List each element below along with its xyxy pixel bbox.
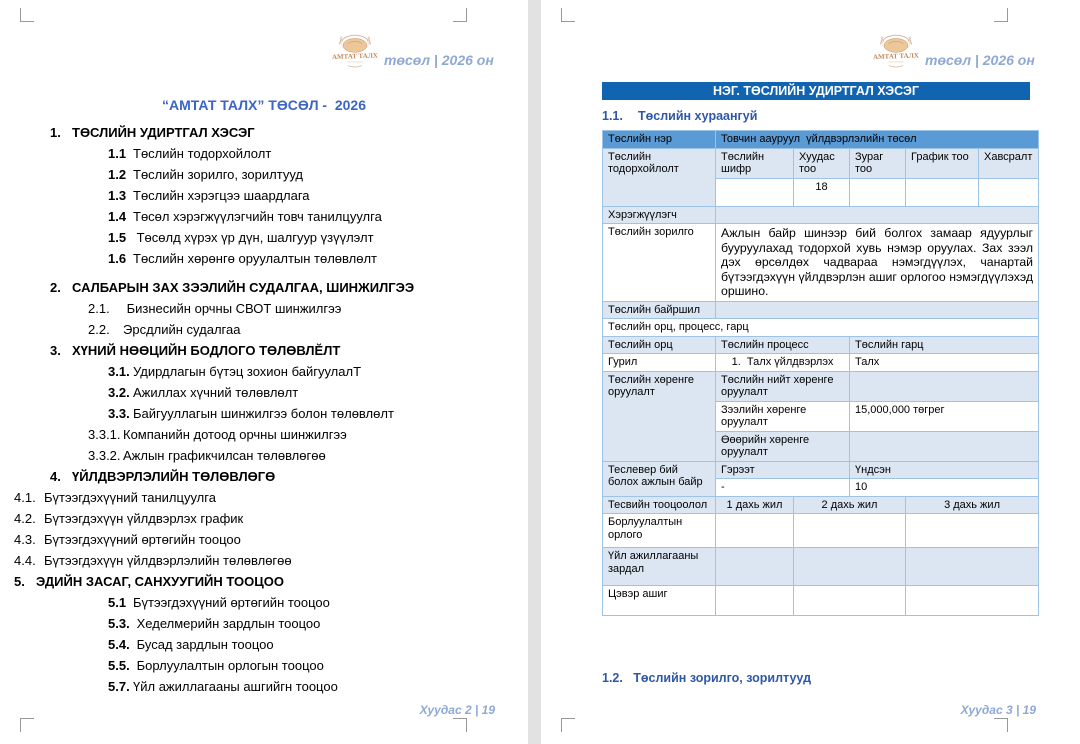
- svg-text:АМТАТ ТАЛХ: АМТАТ ТАЛХ: [873, 52, 919, 61]
- svg-text:АМТАТ ТАЛХ: АМТАТ ТАЛХ: [332, 52, 378, 61]
